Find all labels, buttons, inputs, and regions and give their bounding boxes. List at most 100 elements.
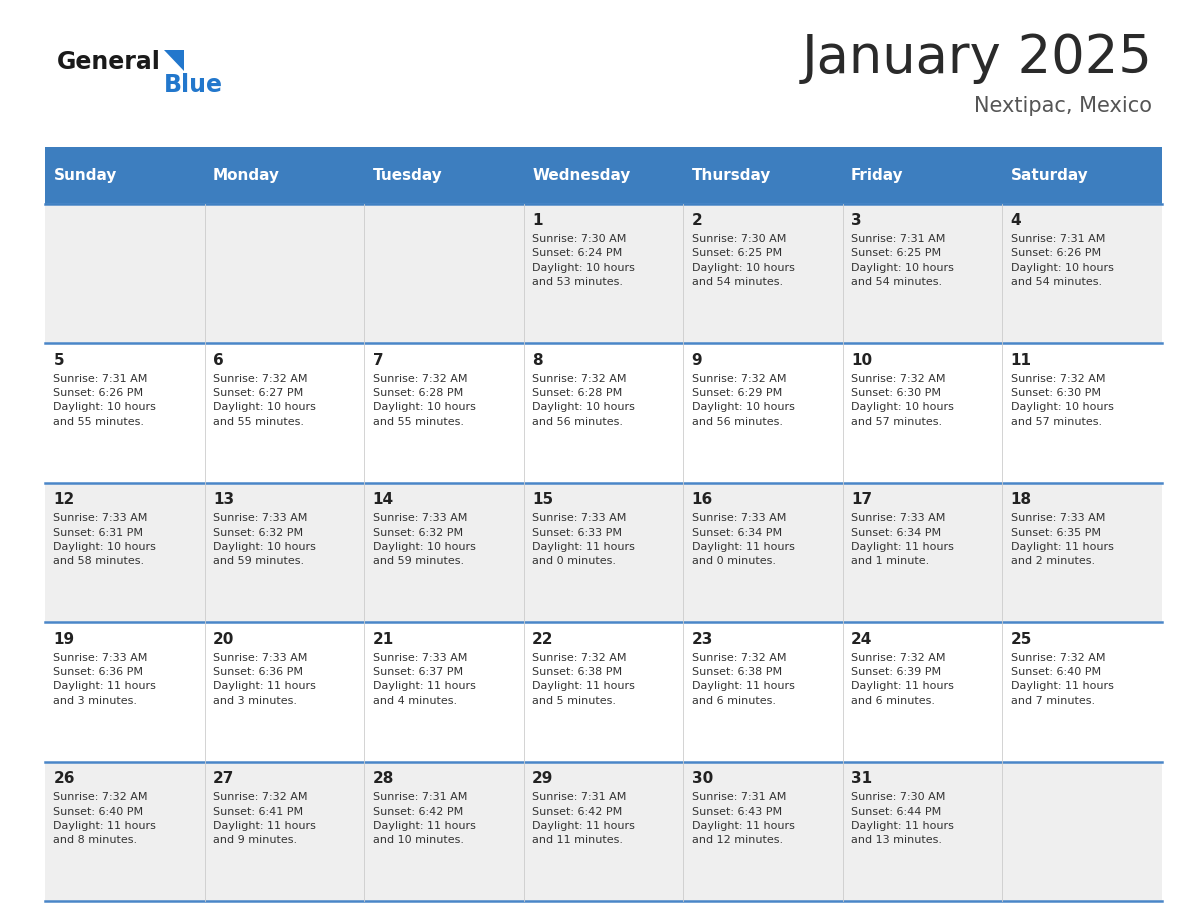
- Bar: [1003, 343, 1162, 483]
- Text: 25: 25: [1011, 632, 1032, 646]
- Bar: [524, 483, 683, 622]
- Text: Sunrise: 7:33 AM
Sunset: 6:31 PM
Daylight: 10 hours
and 58 minutes.: Sunrise: 7:33 AM Sunset: 6:31 PM Dayligh…: [53, 513, 157, 566]
- Text: Sunrise: 7:33 AM
Sunset: 6:36 PM
Daylight: 11 hours
and 3 minutes.: Sunrise: 7:33 AM Sunset: 6:36 PM Dayligh…: [53, 653, 157, 706]
- Text: Sunrise: 7:31 AM
Sunset: 6:43 PM
Daylight: 11 hours
and 12 minutes.: Sunrise: 7:31 AM Sunset: 6:43 PM Dayligh…: [691, 792, 795, 845]
- Text: Tuesday: Tuesday: [373, 168, 442, 183]
- Text: 15: 15: [532, 492, 554, 507]
- Bar: [45, 343, 204, 483]
- Text: 28: 28: [373, 771, 394, 786]
- Bar: [683, 204, 842, 343]
- Text: Sunrise: 7:32 AM
Sunset: 6:27 PM
Daylight: 10 hours
and 55 minutes.: Sunrise: 7:32 AM Sunset: 6:27 PM Dayligh…: [213, 374, 316, 427]
- Text: 21: 21: [373, 632, 393, 646]
- Text: Wednesday: Wednesday: [532, 168, 631, 183]
- Text: 9: 9: [691, 353, 702, 367]
- Text: 13: 13: [213, 492, 234, 507]
- Bar: [204, 147, 365, 204]
- Text: Sunrise: 7:33 AM
Sunset: 6:36 PM
Daylight: 11 hours
and 3 minutes.: Sunrise: 7:33 AM Sunset: 6:36 PM Dayligh…: [213, 653, 316, 706]
- Text: Thursday: Thursday: [691, 168, 771, 183]
- Text: 18: 18: [1011, 492, 1031, 507]
- Text: Sunrise: 7:32 AM
Sunset: 6:39 PM
Daylight: 11 hours
and 6 minutes.: Sunrise: 7:32 AM Sunset: 6:39 PM Dayligh…: [851, 653, 954, 706]
- Text: Sunrise: 7:32 AM
Sunset: 6:40 PM
Daylight: 11 hours
and 8 minutes.: Sunrise: 7:32 AM Sunset: 6:40 PM Dayligh…: [53, 792, 157, 845]
- Bar: [683, 483, 842, 622]
- Bar: [365, 147, 524, 204]
- Bar: [45, 147, 204, 204]
- Text: 22: 22: [532, 632, 554, 646]
- Bar: [683, 622, 842, 762]
- Text: 24: 24: [851, 632, 872, 646]
- Text: Sunrise: 7:32 AM
Sunset: 6:41 PM
Daylight: 11 hours
and 9 minutes.: Sunrise: 7:32 AM Sunset: 6:41 PM Dayligh…: [213, 792, 316, 845]
- Bar: [524, 147, 683, 204]
- Bar: [45, 483, 204, 622]
- Text: 12: 12: [53, 492, 75, 507]
- Text: 1: 1: [532, 213, 543, 228]
- Text: Sunrise: 7:33 AM
Sunset: 6:35 PM
Daylight: 11 hours
and 2 minutes.: Sunrise: 7:33 AM Sunset: 6:35 PM Dayligh…: [1011, 513, 1113, 566]
- Text: General: General: [57, 50, 160, 74]
- Text: Sunrise: 7:32 AM
Sunset: 6:28 PM
Daylight: 10 hours
and 56 minutes.: Sunrise: 7:32 AM Sunset: 6:28 PM Dayligh…: [532, 374, 634, 427]
- Bar: [365, 622, 524, 762]
- Text: 31: 31: [851, 771, 872, 786]
- Text: 11: 11: [1011, 353, 1031, 367]
- Text: 5: 5: [53, 353, 64, 367]
- Bar: [683, 147, 842, 204]
- Text: Sunrise: 7:31 AM
Sunset: 6:42 PM
Daylight: 11 hours
and 10 minutes.: Sunrise: 7:31 AM Sunset: 6:42 PM Dayligh…: [373, 792, 475, 845]
- Bar: [1003, 483, 1162, 622]
- Bar: [45, 762, 204, 901]
- Bar: [842, 343, 1003, 483]
- Text: Sunday: Sunday: [53, 168, 116, 183]
- Text: Sunrise: 7:33 AM
Sunset: 6:37 PM
Daylight: 11 hours
and 4 minutes.: Sunrise: 7:33 AM Sunset: 6:37 PM Dayligh…: [373, 653, 475, 706]
- Text: Sunrise: 7:32 AM
Sunset: 6:38 PM
Daylight: 11 hours
and 6 minutes.: Sunrise: 7:32 AM Sunset: 6:38 PM Dayligh…: [691, 653, 795, 706]
- Bar: [204, 343, 365, 483]
- Bar: [365, 204, 524, 343]
- Bar: [683, 762, 842, 901]
- Text: 29: 29: [532, 771, 554, 786]
- Bar: [524, 762, 683, 901]
- Text: Sunrise: 7:31 AM
Sunset: 6:25 PM
Daylight: 10 hours
and 54 minutes.: Sunrise: 7:31 AM Sunset: 6:25 PM Dayligh…: [851, 234, 954, 287]
- Bar: [842, 762, 1003, 901]
- Bar: [204, 762, 365, 901]
- Text: Sunrise: 7:31 AM
Sunset: 6:26 PM
Daylight: 10 hours
and 54 minutes.: Sunrise: 7:31 AM Sunset: 6:26 PM Dayligh…: [1011, 234, 1113, 287]
- Text: 14: 14: [373, 492, 393, 507]
- Bar: [204, 204, 365, 343]
- Bar: [524, 204, 683, 343]
- Bar: [1003, 762, 1162, 901]
- Text: 8: 8: [532, 353, 543, 367]
- Text: Blue: Blue: [164, 73, 223, 96]
- Text: 7: 7: [373, 353, 384, 367]
- Text: Nextipac, Mexico: Nextipac, Mexico: [974, 96, 1152, 117]
- Bar: [842, 622, 1003, 762]
- Text: Sunrise: 7:32 AM
Sunset: 6:28 PM
Daylight: 10 hours
and 55 minutes.: Sunrise: 7:32 AM Sunset: 6:28 PM Dayligh…: [373, 374, 475, 427]
- Text: Sunrise: 7:33 AM
Sunset: 6:34 PM
Daylight: 11 hours
and 1 minute.: Sunrise: 7:33 AM Sunset: 6:34 PM Dayligh…: [851, 513, 954, 566]
- Bar: [45, 204, 204, 343]
- Text: 2: 2: [691, 213, 702, 228]
- Bar: [683, 343, 842, 483]
- Bar: [204, 483, 365, 622]
- Bar: [365, 762, 524, 901]
- Text: 30: 30: [691, 771, 713, 786]
- Text: Monday: Monday: [213, 168, 280, 183]
- Bar: [524, 343, 683, 483]
- Bar: [842, 483, 1003, 622]
- Text: Sunrise: 7:30 AM
Sunset: 6:24 PM
Daylight: 10 hours
and 53 minutes.: Sunrise: 7:30 AM Sunset: 6:24 PM Dayligh…: [532, 234, 634, 287]
- Text: Sunrise: 7:33 AM
Sunset: 6:33 PM
Daylight: 11 hours
and 0 minutes.: Sunrise: 7:33 AM Sunset: 6:33 PM Dayligh…: [532, 513, 634, 566]
- Bar: [45, 622, 204, 762]
- Text: Sunrise: 7:30 AM
Sunset: 6:25 PM
Daylight: 10 hours
and 54 minutes.: Sunrise: 7:30 AM Sunset: 6:25 PM Dayligh…: [691, 234, 795, 287]
- Text: Sunrise: 7:30 AM
Sunset: 6:44 PM
Daylight: 11 hours
and 13 minutes.: Sunrise: 7:30 AM Sunset: 6:44 PM Dayligh…: [851, 792, 954, 845]
- Text: Friday: Friday: [851, 168, 904, 183]
- Text: 10: 10: [851, 353, 872, 367]
- Text: 27: 27: [213, 771, 234, 786]
- Text: January 2025: January 2025: [802, 32, 1152, 84]
- Bar: [524, 622, 683, 762]
- Bar: [365, 343, 524, 483]
- Text: Sunrise: 7:32 AM
Sunset: 6:30 PM
Daylight: 10 hours
and 57 minutes.: Sunrise: 7:32 AM Sunset: 6:30 PM Dayligh…: [851, 374, 954, 427]
- Text: 3: 3: [851, 213, 861, 228]
- Text: 20: 20: [213, 632, 234, 646]
- Bar: [1003, 204, 1162, 343]
- Text: 26: 26: [53, 771, 75, 786]
- Text: Sunrise: 7:32 AM
Sunset: 6:38 PM
Daylight: 11 hours
and 5 minutes.: Sunrise: 7:32 AM Sunset: 6:38 PM Dayligh…: [532, 653, 634, 706]
- Text: Sunrise: 7:32 AM
Sunset: 6:29 PM
Daylight: 10 hours
and 56 minutes.: Sunrise: 7:32 AM Sunset: 6:29 PM Dayligh…: [691, 374, 795, 427]
- Bar: [204, 622, 365, 762]
- Bar: [842, 147, 1003, 204]
- Text: Sunrise: 7:32 AM
Sunset: 6:40 PM
Daylight: 11 hours
and 7 minutes.: Sunrise: 7:32 AM Sunset: 6:40 PM Dayligh…: [1011, 653, 1113, 706]
- Bar: [1003, 622, 1162, 762]
- Text: 16: 16: [691, 492, 713, 507]
